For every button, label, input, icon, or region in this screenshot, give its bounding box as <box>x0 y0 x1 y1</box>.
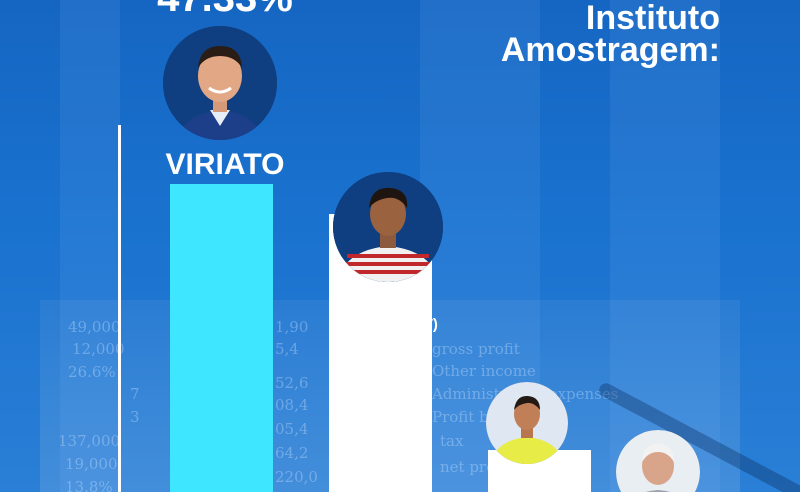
bg-number: 3 <box>130 408 140 426</box>
bg-label: tax <box>440 432 464 450</box>
bg-label: Other income <box>432 362 536 380</box>
bg-number: 7 <box>130 385 140 403</box>
institute-title-line2: Amostragem: <box>500 31 720 69</box>
bg-number: 12,000 <box>72 340 125 358</box>
institute-title-line1: Instituto <box>585 0 720 37</box>
bg-label: gross profit <box>432 340 520 358</box>
bg-number: 5,4 <box>275 340 299 358</box>
bg-number: 52,6 <box>275 374 309 392</box>
person-avatar-icon <box>486 382 568 464</box>
bg-number: 13.8% <box>65 478 113 492</box>
person-avatar-icon <box>163 26 277 140</box>
candidate-name-viriato: VIRIATO <box>165 148 285 181</box>
bg-number: 220,0 <box>275 468 318 486</box>
bg-number: 19,000 <box>65 455 118 473</box>
institute-title: Instituto Amostragem: <box>420 0 720 69</box>
bg-light-strip <box>610 0 720 492</box>
bg-number: 49,000 <box>68 318 121 336</box>
person-avatar-icon <box>616 430 700 492</box>
value-label-candidate-3: 6.44% <box>491 469 569 492</box>
y-axis-line <box>118 125 121 492</box>
bar-viriato <box>170 184 273 492</box>
value-label-diringa: 42.80% <box>345 283 430 311</box>
bg-number: 64,2 <box>275 444 309 462</box>
bg-number: 05,4 <box>275 420 309 438</box>
bg-number: 08,4 <box>275 396 309 414</box>
candidate-photo-4 <box>616 430 700 492</box>
bg-number: 26.6% <box>68 363 116 381</box>
candidate-photo-viriato <box>163 26 277 140</box>
bg-number: 137,000 <box>58 432 121 450</box>
value-label-viriato: 47.33% <box>120 0 330 18</box>
candidate-photo-3 <box>486 382 568 464</box>
bg-light-strip <box>60 0 120 492</box>
candidate-photo-diringa <box>333 172 443 282</box>
bg-number: 1,90 <box>275 318 309 336</box>
candidate-name-diringa: Diringa (PDT) <box>342 316 438 333</box>
person-avatar-icon <box>333 172 443 282</box>
